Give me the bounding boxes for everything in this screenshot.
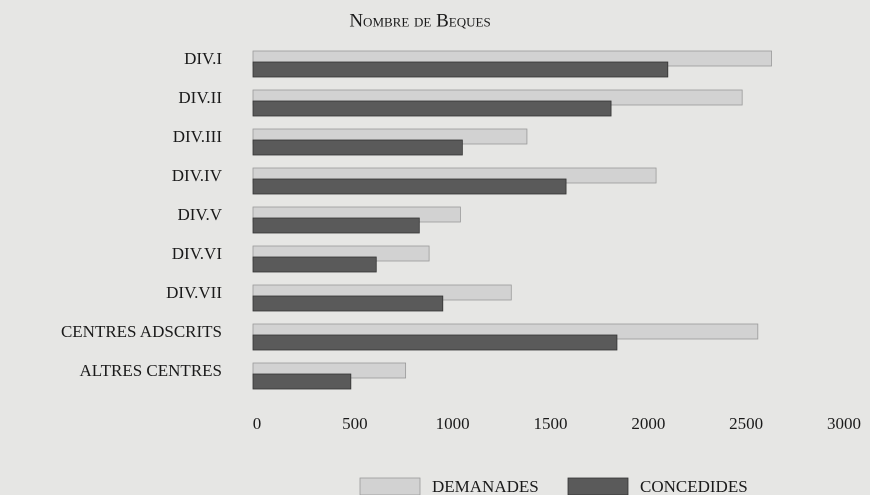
x-tick-label: 2000 — [631, 414, 665, 433]
y-tick-label: ALTRES CENTRES — [80, 361, 222, 380]
chart-title: Nombre de Beques — [349, 10, 490, 31]
bar — [252, 295, 444, 312]
y-tick-label: DIV.II — [178, 88, 222, 107]
bar — [252, 178, 567, 195]
bar — [252, 217, 420, 234]
bar — [252, 139, 463, 156]
bar — [252, 334, 618, 351]
x-tick-label: 1500 — [534, 414, 568, 433]
y-tick-label: DIV.III — [173, 127, 223, 146]
x-tick-label: 3000 — [827, 414, 861, 433]
bar — [252, 100, 612, 117]
y-tick-label: DIV.I — [184, 49, 222, 68]
x-tick-label: 1000 — [436, 414, 470, 433]
x-tick-label: 500 — [342, 414, 368, 433]
bar — [252, 256, 377, 273]
y-tick-label: DIV.VII — [166, 283, 222, 302]
bar — [252, 373, 352, 390]
y-tick-label: DIV.VI — [172, 244, 223, 263]
legend-swatch — [567, 477, 629, 495]
x-tick-label: 0 — [253, 414, 262, 433]
y-tick-label: CENTRES ADSCRITS — [61, 322, 222, 341]
x-tick-label: 2500 — [729, 414, 763, 433]
legend-swatch — [359, 477, 421, 495]
legend-label: CONCEDIDES — [640, 477, 748, 495]
legend-label: DEMANADES — [432, 477, 539, 495]
y-tick-label: DIV.IV — [172, 166, 223, 185]
y-tick-label: DIV.V — [177, 205, 222, 224]
bar — [252, 61, 669, 78]
